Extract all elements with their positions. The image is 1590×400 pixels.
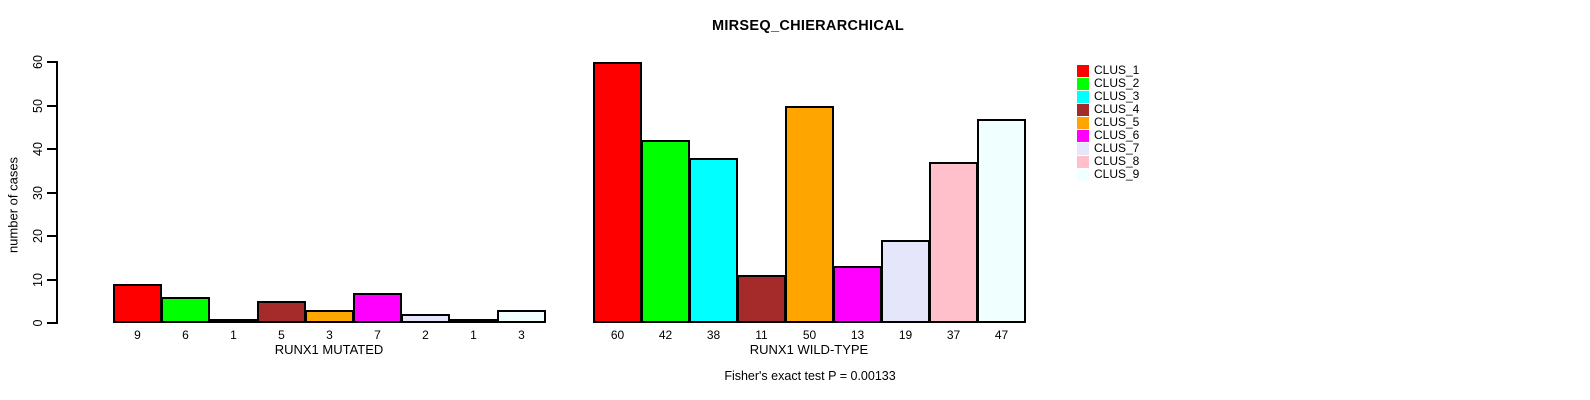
bar-value-label: 60 (610, 328, 625, 342)
legend-swatch-clus_7 (1077, 143, 1089, 155)
bar-clus_1 (113, 284, 162, 323)
bar-value-label: 2 (422, 328, 429, 342)
y-axis-title: number of cases (5, 156, 21, 254)
bar-clus_7 (881, 240, 930, 323)
bar-value-label: 1 (230, 328, 237, 342)
y-tick-label: 0 (31, 319, 45, 327)
y-tick (47, 148, 57, 150)
fisher-test-caption: Fisher's exact test P = 0.00133 (724, 369, 896, 383)
bar-clus_2 (641, 140, 690, 323)
bar-clus_5 (785, 106, 834, 323)
bar-clus_8 (929, 162, 978, 323)
legend-swatch-clus_9 (1077, 169, 1089, 181)
x-group-label-mutated: RUNX1 MUTATED (274, 342, 384, 357)
legend-label-clus_4: CLUS_4 (1094, 102, 1140, 116)
bar-value-label: 13 (850, 328, 865, 342)
legend-swatch-clus_2 (1077, 78, 1089, 90)
x-group-label-wildtype: RUNX1 WILD-TYPE (749, 342, 869, 357)
bar-value-label: 37 (946, 328, 961, 342)
legend-label-clus_6: CLUS_6 (1094, 128, 1140, 142)
bar-value-label: 42 (658, 328, 673, 342)
bar-value-label: 9 (134, 328, 141, 342)
bar-value-label: 7 (374, 328, 381, 342)
bar-value-label: 38 (706, 328, 721, 342)
legend-swatch-clus_8 (1077, 156, 1089, 168)
bar-clus_6 (353, 293, 402, 323)
y-tick-label: 50 (31, 99, 45, 113)
legend-label-clus_5: CLUS_5 (1094, 115, 1140, 129)
legend-label-clus_7: CLUS_7 (1094, 141, 1140, 155)
y-tick-label: 40 (31, 142, 45, 156)
bar-clus_6 (833, 266, 882, 323)
bar-clus_8 (449, 319, 498, 323)
bar-value-label: 19 (898, 328, 913, 342)
bar-value-label: 5 (278, 328, 285, 342)
chart-title: MIRSEQ_CHIERARCHICAL (711, 18, 905, 34)
bar-clus_9 (497, 310, 546, 323)
legend-label-clus_9: CLUS_9 (1094, 167, 1140, 181)
bar-clus_7 (401, 314, 450, 323)
legend-label-clus_2: CLUS_2 (1094, 76, 1140, 90)
y-tick-label: 30 (31, 186, 45, 200)
bar-value-label: 3 (518, 328, 525, 342)
legend-swatch-clus_3 (1077, 91, 1089, 103)
y-tick (47, 279, 57, 281)
bar-clus_4 (257, 301, 306, 323)
bar-value-label: 47 (994, 328, 1009, 342)
legend-swatch-clus_1 (1077, 65, 1089, 77)
y-tick-label: 20 (31, 229, 45, 243)
y-tick (47, 105, 57, 107)
bar-value-label: 1 (470, 328, 477, 342)
y-tick (47, 322, 57, 324)
bar-clus_2 (161, 297, 210, 323)
y-tick (47, 235, 57, 237)
bar-clus_4 (737, 275, 786, 323)
bar-clus_1 (593, 62, 642, 323)
legend-swatch-clus_6 (1077, 130, 1089, 142)
bar-clus_3 (209, 319, 258, 323)
bar-value-label: 50 (802, 328, 817, 342)
y-tick (47, 61, 57, 63)
bar-value-label: 11 (755, 328, 768, 342)
legend-label-clus_1: CLUS_1 (1094, 63, 1140, 77)
bar-value-label: 3 (326, 328, 333, 342)
y-axis-line (56, 61, 58, 324)
legend-swatch-clus_5 (1077, 117, 1089, 129)
bar-clus_5 (305, 310, 354, 323)
legend-label-clus_8: CLUS_8 (1094, 154, 1140, 168)
y-tick-label: 60 (31, 55, 45, 69)
y-tick (47, 192, 57, 194)
bar-value-label: 6 (182, 328, 189, 342)
legend-swatch-clus_4 (1077, 104, 1089, 116)
bar-clus_3 (689, 158, 738, 323)
y-tick-label: 10 (31, 273, 45, 287)
legend-label-clus_3: CLUS_3 (1094, 89, 1140, 103)
bar-clus_9 (977, 119, 1026, 323)
